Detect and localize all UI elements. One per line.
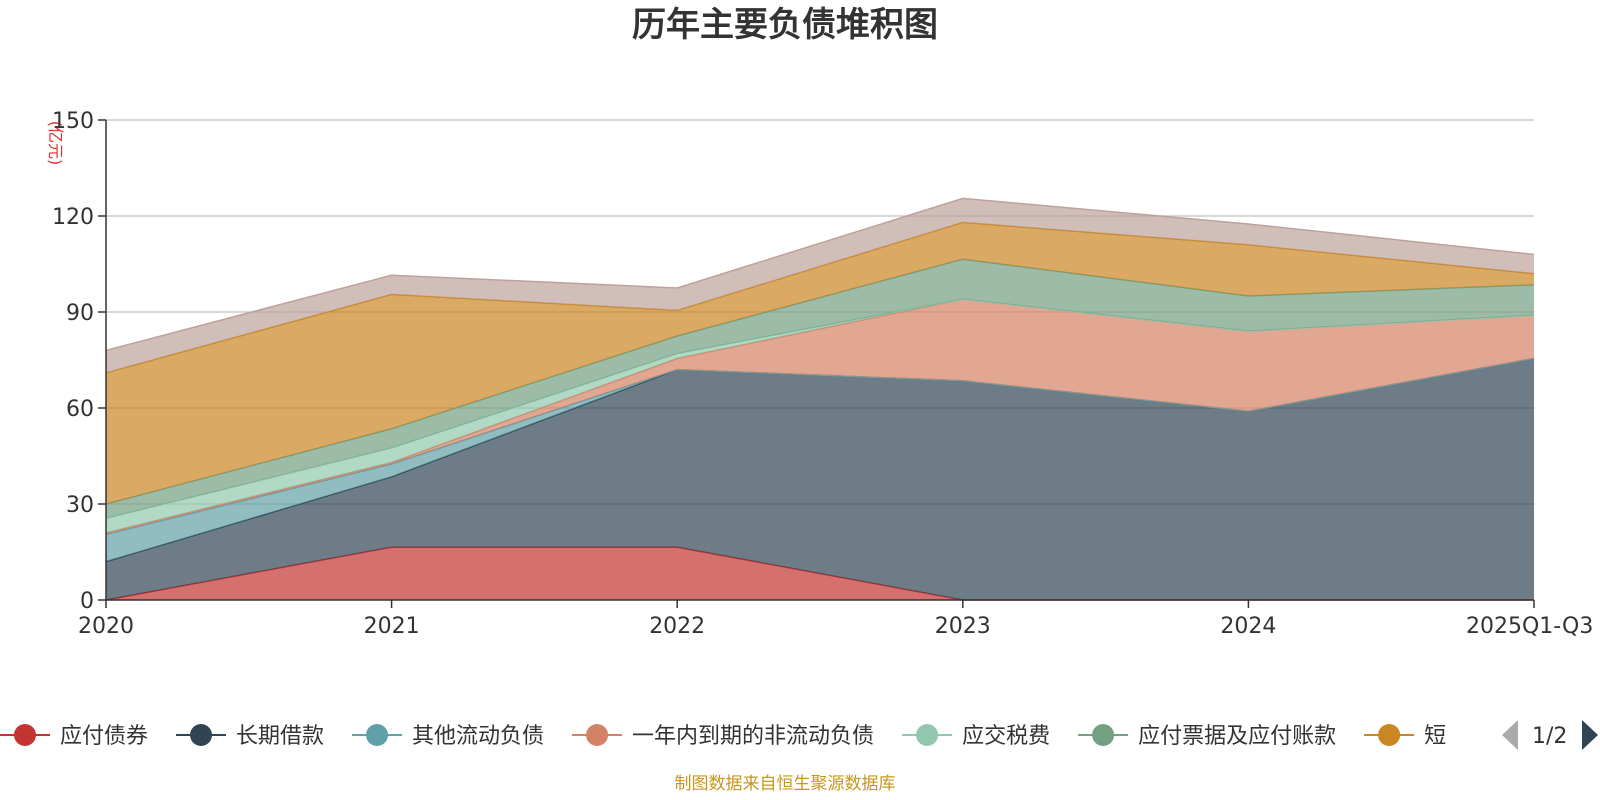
area-series-3 xyxy=(106,299,1534,535)
y-tick-label-60: 60 xyxy=(66,397,94,422)
x-tick-label-2: 2022 xyxy=(649,614,705,639)
legend-marker-0 xyxy=(14,724,36,746)
data-source-note: 制图数据来自恒生聚源数据库 xyxy=(675,774,896,794)
x-tick-label-3: 2023 xyxy=(935,614,991,639)
area-series-7 xyxy=(106,198,1534,373)
x-tick-label-0: 2020 xyxy=(78,614,134,639)
x-tick-label-4: 2024 xyxy=(1220,614,1276,639)
area-series-5 xyxy=(106,259,1534,519)
legend: 应付债券 长期借款 其他流动负债 一年内到期的非流动负债 应交税费 应付票据及应付账款 短 1… xyxy=(0,720,1598,750)
y-axis-unit: (亿元) xyxy=(46,121,65,166)
area-series-1 xyxy=(106,358,1534,600)
y-tick-label-30: 30 xyxy=(66,493,94,518)
chart-title: 历年主要负债堆积图 xyxy=(632,5,938,45)
legend-item-5: 应付票据及应付账款 xyxy=(1078,724,1336,749)
legend-label-3: 一年内到期的非流动负债 xyxy=(632,724,874,749)
legend-label-5: 应付票据及应付账款 xyxy=(1138,724,1336,749)
legend-item-3: 一年内到期的非流动负债 xyxy=(572,724,874,749)
area-series-0 xyxy=(106,547,1534,600)
x-tick-label-5: 2025Q1-Q3 xyxy=(1466,614,1593,639)
x-tick-label-1: 2021 xyxy=(364,614,420,639)
area-series-6 xyxy=(106,222,1534,504)
y-tick-label-120: 120 xyxy=(52,205,94,230)
legend-marker-5 xyxy=(1092,724,1115,746)
y-tick-label-90: 90 xyxy=(66,301,94,326)
legend-label-2: 其他流动负债 xyxy=(412,724,544,749)
legend-item-2: 其他流动负债 xyxy=(352,724,544,749)
legend-label-0: 应付债券 xyxy=(60,724,148,749)
y-tick-label-150: 150 xyxy=(52,109,94,134)
legend-label-1: 长期借款 xyxy=(236,724,324,749)
legend-pager: 1/2 xyxy=(1502,720,1598,750)
legend-marker-6 xyxy=(1378,724,1401,746)
legend-prev-icon[interactable] xyxy=(1502,720,1518,750)
legend-label-4: 应交税费 xyxy=(962,724,1050,749)
legend-marker-1 xyxy=(190,724,213,746)
legend-item-0: 应付债券 xyxy=(0,724,148,749)
axes: 0 30 60 90 120 150 2020 2021 2022 2023 2024 2025Q1-… xyxy=(52,109,1593,639)
legend-marker-2 xyxy=(366,724,389,746)
legend-marker-4 xyxy=(916,724,939,746)
legend-item-4: 应交税费 xyxy=(902,724,1050,749)
legend-item-1: 长期借款 xyxy=(176,724,324,749)
legend-page-indicator: 1/2 xyxy=(1532,724,1567,749)
legend-label-6: 短 xyxy=(1424,724,1446,749)
legend-next-icon[interactable] xyxy=(1582,720,1598,750)
y-tick-label-0: 0 xyxy=(80,589,94,614)
line-series-7 xyxy=(105,197,1535,352)
legend-marker-3 xyxy=(586,724,609,746)
stacked-areas xyxy=(105,197,1535,601)
legend-item-6: 短 xyxy=(1364,724,1446,749)
